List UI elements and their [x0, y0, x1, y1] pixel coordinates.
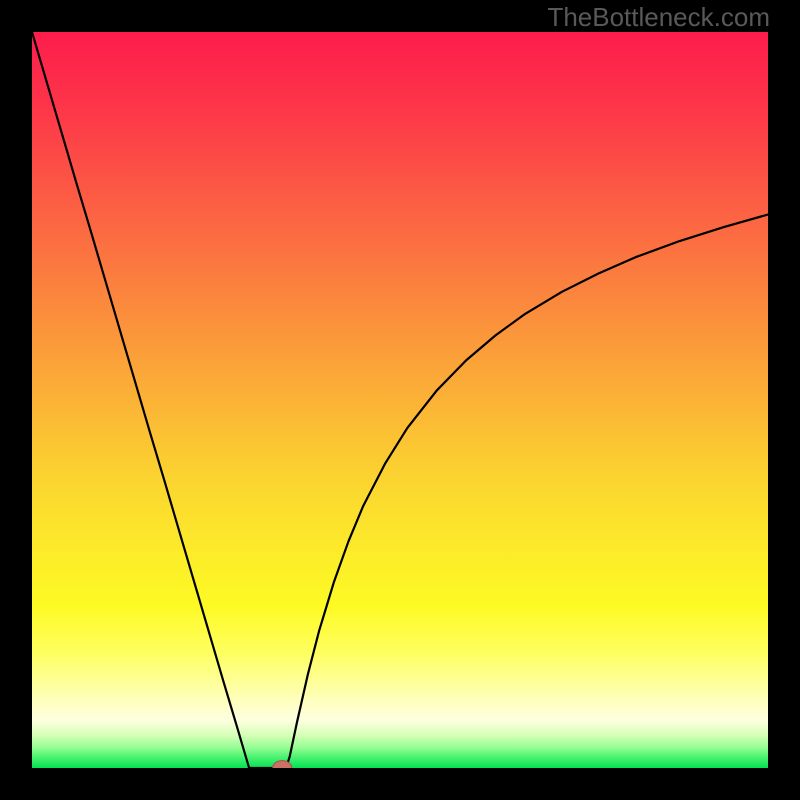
- watermark-text: TheBottleneck.com: [547, 2, 770, 33]
- plot-area: [32, 32, 768, 768]
- curve-layer: [32, 32, 768, 768]
- bottleneck-curve: [32, 32, 768, 768]
- chart-frame: TheBottleneck.com: [0, 0, 800, 800]
